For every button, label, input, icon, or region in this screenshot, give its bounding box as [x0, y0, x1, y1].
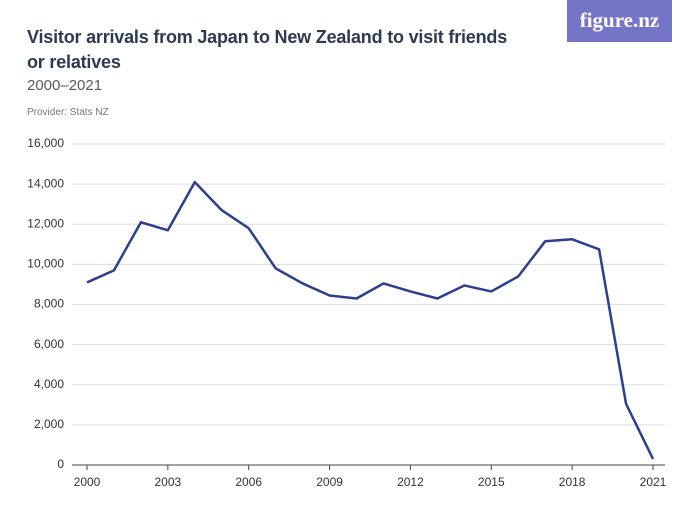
logo[interactable]: figure.nz [567, 0, 672, 42]
x-tick-label: 2018 [559, 475, 586, 489]
x-tick-label: 2021 [640, 475, 667, 489]
y-tick-label: 14,000 [27, 176, 64, 190]
chart-subtitle: 2000–2021 [27, 77, 103, 94]
x-tick-label: 2000 [74, 475, 101, 489]
x-tick-label: 2009 [316, 475, 343, 489]
x-tick-label: 2006 [235, 475, 262, 489]
y-tick-label: 2,000 [34, 417, 64, 431]
y-tick-label: 6,000 [34, 337, 64, 351]
y-tick-label: 0 [57, 457, 64, 471]
y-tick-label: 10,000 [27, 257, 64, 271]
y-tick-label: 16,000 [27, 136, 64, 150]
source: Provider: Stats NZ [27, 107, 109, 118]
x-tick-label: 2003 [155, 475, 182, 489]
x-tick-label: 2015 [478, 475, 505, 489]
y-tick-label: 8,000 [34, 297, 64, 311]
chart-title: Visitor arrivals from Japan to New Zeala… [27, 27, 508, 72]
data-line [86, 180, 655, 460]
x-tick-label: 2012 [397, 475, 424, 489]
y-tick-label: 12,000 [27, 216, 64, 230]
y-tick-label: 4,000 [34, 377, 64, 391]
